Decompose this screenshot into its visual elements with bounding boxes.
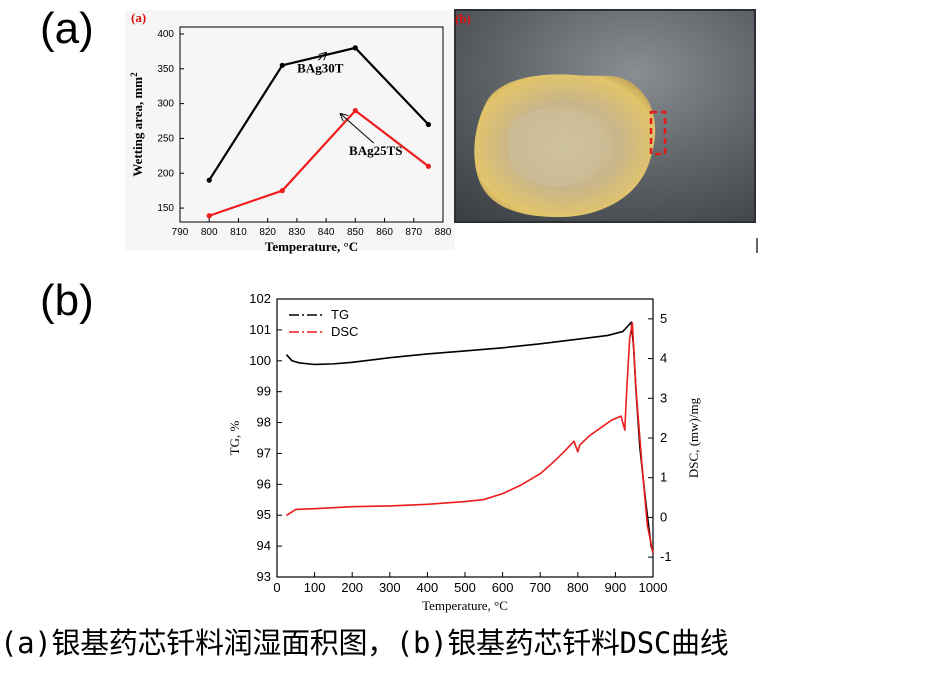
y-tick-label-b: 102	[249, 291, 271, 306]
series-line-dsc	[285, 322, 654, 554]
x-tick-label-a: 840	[318, 227, 335, 238]
x-tick-label-b: 200	[341, 580, 363, 595]
solder-center	[507, 107, 604, 187]
y-right-tick-label-b: 4	[660, 351, 667, 366]
x-tick-label-a: 870	[405, 227, 422, 238]
y-tick-label-a: 400	[157, 29, 174, 40]
x-tick-label-a: 800	[201, 227, 218, 238]
data-point-bag30t	[425, 121, 431, 128]
solder-sample-photo: (b)	[454, 9, 758, 253]
chart-b-frame	[276, 298, 654, 578]
series-line-tg	[285, 321, 654, 553]
x-tick-label-a: 820	[259, 227, 276, 238]
y-axis-label-b: TG, %	[227, 421, 242, 456]
y-tick-label-b: 99	[257, 384, 271, 399]
y-right-tick-label-b: 0	[660, 509, 667, 524]
x-axis-label-b: Temperature, °C	[422, 598, 508, 613]
wetting-area-chart: (a) 790 800 810 820 830 840 850 860 870 880 150 200…	[125, 10, 455, 254]
x-tick-label-b: 1000	[639, 580, 668, 595]
annotation-arrow	[317, 53, 326, 61]
panel-label-b: (b)	[40, 276, 94, 325]
legend-label-dsc: DSC	[331, 324, 358, 339]
highlight-box	[649, 110, 667, 156]
y-right-tick-label-b: 3	[660, 390, 667, 405]
y-tick-label-a: 350	[157, 64, 174, 75]
x-tick-label-b: 0	[273, 580, 280, 595]
x-tick-label-b: 800	[567, 580, 589, 595]
y-tick-label-a: 150	[157, 203, 174, 214]
y-axis-label-a: Wetting area, mm2	[129, 72, 145, 177]
y-right-tick-label-b: -1	[660, 549, 672, 564]
x-tick-label-b: 600	[492, 580, 514, 595]
y-tick-label-b: 101	[249, 322, 271, 337]
data-point-bag25ts	[425, 163, 431, 169]
x-axis-label-a: Temperature, °C	[265, 239, 358, 254]
x-tick-label-a: 790	[172, 227, 189, 238]
annotation-label: BAg30T	[297, 60, 344, 75]
figure-caption: (a)银基药芯钎料润湿面积图，(b)银基药芯钎料DSC曲线	[0, 626, 729, 660]
y-tick-label-b: 93	[257, 569, 271, 584]
data-point-bag25ts	[279, 188, 285, 194]
y-right-tick-label-b: 2	[660, 430, 667, 445]
x-tick-label-a: 850	[347, 227, 364, 238]
plate-edge	[454, 9, 756, 223]
x-tick-label-b: 400	[417, 580, 439, 595]
data-point-bag30t	[352, 45, 358, 51]
y-tick-label-a: 300	[157, 99, 174, 110]
y-tick-label-b: 97	[257, 445, 271, 460]
y-right-axis-label-b: DSC, (mw)/mg	[686, 397, 701, 478]
x-tick-label-b: 100	[304, 580, 326, 595]
y-tick-label-b: 94	[257, 538, 271, 553]
y-tick-label-b: 100	[249, 353, 271, 368]
legend-label-tg: TG	[331, 307, 349, 322]
y-tick-label-b: 98	[257, 415, 271, 430]
annotation-label: BAg25TS	[349, 143, 402, 158]
x-tick-label-b: 900	[605, 580, 627, 595]
series-line-bag25ts	[208, 109, 430, 217]
data-point-bag30t	[279, 62, 285, 68]
x-tick-label-b: 300	[379, 580, 401, 595]
y-right-tick-label-b: 1	[660, 470, 667, 485]
y-tick-label-b: 96	[257, 476, 271, 491]
x-tick-label-b: 500	[454, 580, 476, 595]
x-tick-label-a: 880	[435, 227, 452, 238]
chart-a-background	[125, 10, 455, 250]
y-axis-label-superscript: 2	[129, 72, 139, 77]
data-point-bag25ts	[206, 213, 212, 219]
y-tick-label-a: 250	[157, 133, 174, 144]
chart-a-frame	[179, 26, 444, 223]
y-tick-label-b: 95	[257, 507, 271, 522]
y-right-tick-label-b: 5	[660, 311, 667, 326]
y-tick-label-a: 200	[157, 168, 174, 179]
data-point-bag30t	[206, 177, 212, 183]
x-tick-label-a: 860	[376, 227, 393, 238]
tg-dsc-chart: 0 100 200 300 400 500 600 700 800 900 100093949596…	[227, 291, 701, 613]
x-tick-label-a: 810	[230, 227, 247, 238]
data-point-bag25ts	[352, 107, 358, 114]
annotation-arrow	[341, 114, 375, 144]
x-tick-label-a: 830	[289, 227, 306, 238]
photo-label: (b)	[455, 11, 471, 26]
chart-a-panel-tag: (a)	[131, 10, 146, 25]
panel-label-a: (a)	[40, 4, 94, 53]
x-tick-label-b: 700	[529, 580, 551, 595]
